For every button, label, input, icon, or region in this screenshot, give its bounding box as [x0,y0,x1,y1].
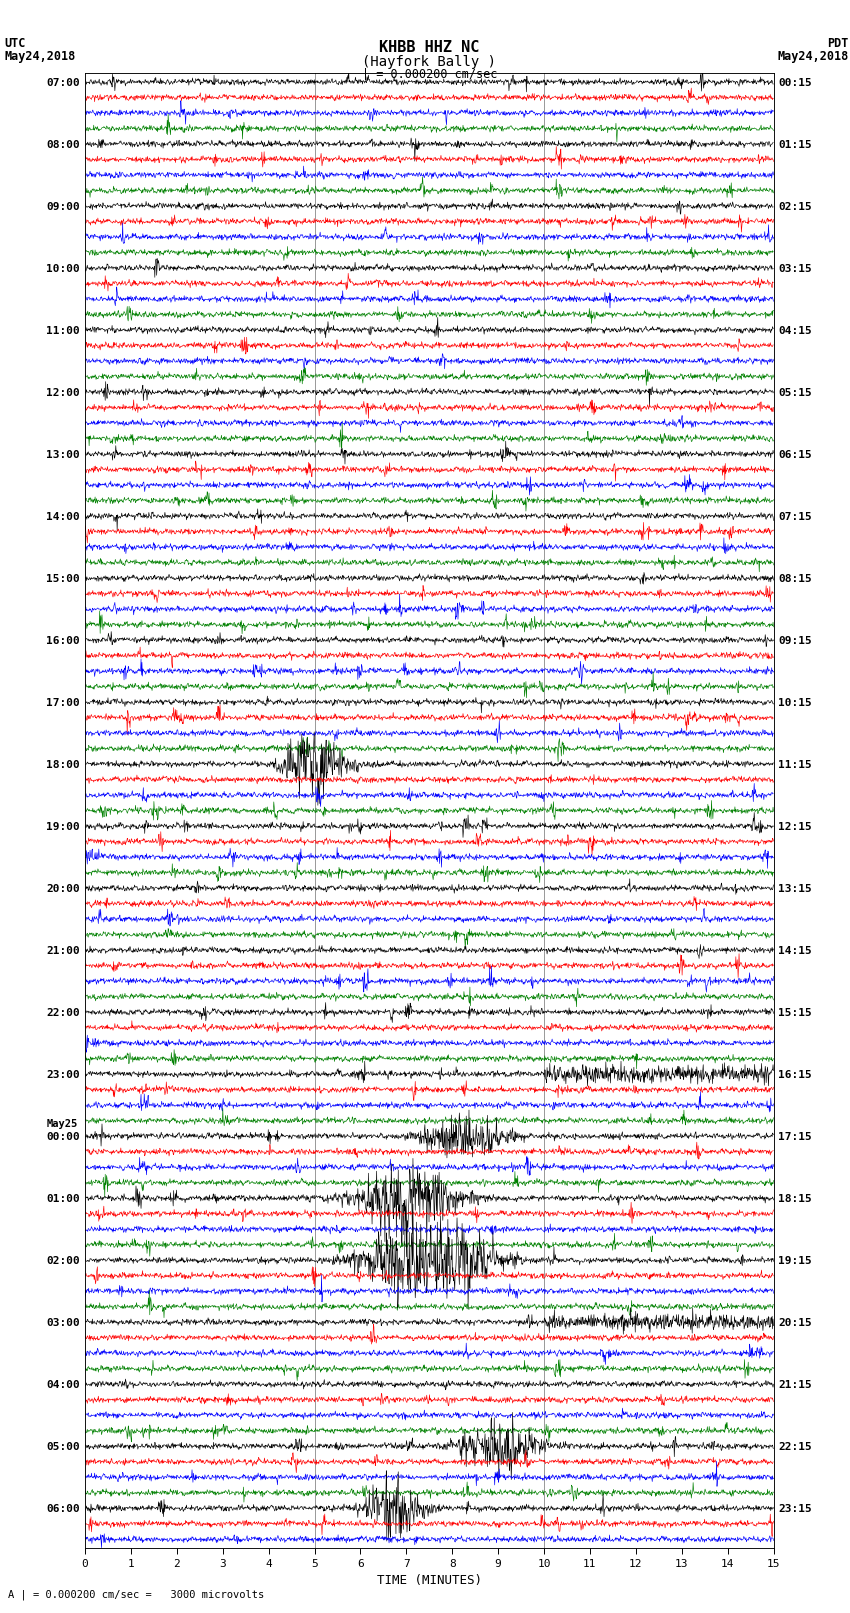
Text: May24,2018: May24,2018 [4,50,76,63]
Text: A | = 0.000200 cm/sec =   3000 microvolts: A | = 0.000200 cm/sec = 3000 microvolts [8,1589,264,1600]
Text: May24,2018: May24,2018 [777,50,848,63]
Text: (Hayfork Bally ): (Hayfork Bally ) [362,55,496,69]
Text: KHBB HHZ NC: KHBB HHZ NC [379,40,479,55]
Text: | = 0.000200 cm/sec: | = 0.000200 cm/sec [361,68,497,81]
Text: UTC: UTC [4,37,26,50]
Text: May25: May25 [47,1119,78,1129]
Text: PDT: PDT [827,37,848,50]
X-axis label: TIME (MINUTES): TIME (MINUTES) [377,1574,482,1587]
